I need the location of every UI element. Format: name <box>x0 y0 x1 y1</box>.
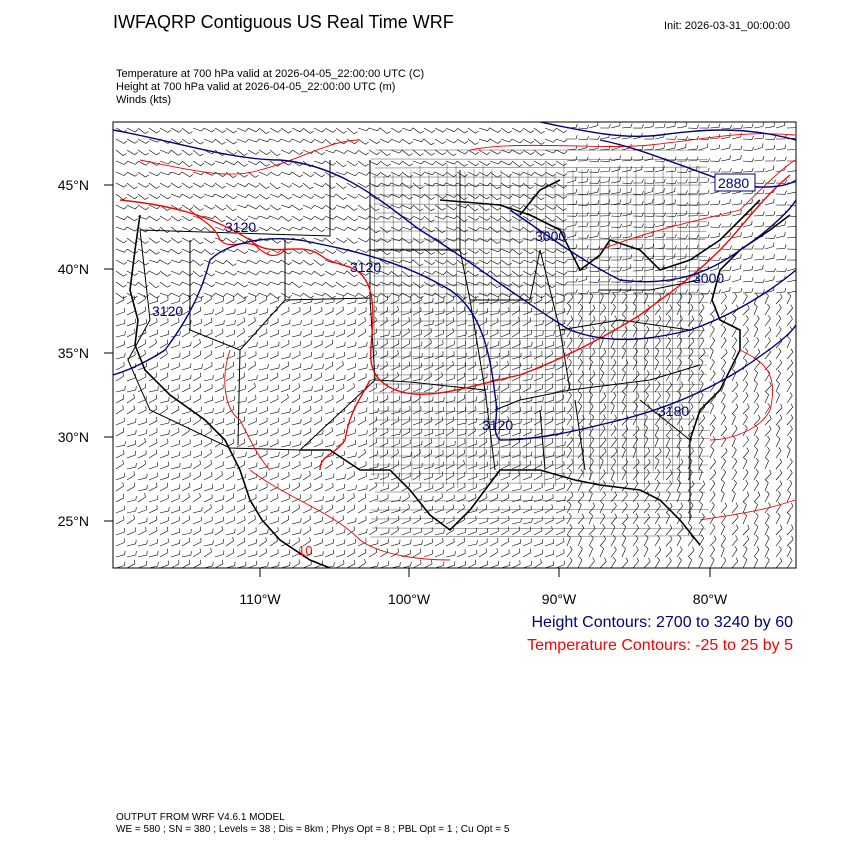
lat-label: 25°N <box>58 513 89 529</box>
map-frame <box>112 121 797 569</box>
height-contour-label: 3120 <box>225 219 256 235</box>
lon-label: 110°W <box>239 591 281 607</box>
county-mesh <box>370 149 710 538</box>
wind-barb-field <box>115 122 796 568</box>
height-contour-label: 2880 <box>718 175 749 191</box>
lon-label: 90°W <box>542 591 577 607</box>
height-contour-label: 3120 <box>152 303 183 319</box>
model-config: WE = 580 ; SN = 380 ; Levels = 38 ; Dis … <box>116 824 510 835</box>
lat-label: 30°N <box>58 429 89 445</box>
temperature-variable-label: Temperature at 700 hPa valid at 2026-04-… <box>116 68 425 80</box>
init-time: Init: 2026-03-31_00:00:00 <box>664 20 790 32</box>
height-variable-label: Height at 700 hPa valid at 2026-04-05_22… <box>116 81 396 93</box>
axis-ticks <box>104 184 711 577</box>
lon-label: 100°W <box>388 591 431 607</box>
lat-label: 35°N <box>58 345 89 361</box>
lon-label: 80°W <box>693 591 728 607</box>
height-contour-label: 3000 <box>693 270 724 286</box>
temperature-contours <box>119 133 796 561</box>
model-info: OUTPUT FROM WRF V4.6.1 MODEL <box>116 812 285 823</box>
height-contour-label: 3180 <box>658 403 689 419</box>
state-boundaries <box>127 160 701 520</box>
height-contour-label: 3000 <box>535 228 566 244</box>
lat-label: 45°N <box>58 177 89 193</box>
height-contour-legend: Height Contours: 2700 to 3240 by 60 <box>531 614 793 631</box>
wind-barbs <box>115 122 796 568</box>
map-title: IWFAQRP Contiguous US Real Time WRF <box>113 12 454 32</box>
winds-variable-label: Winds (kts) <box>116 94 171 106</box>
height-contour-label: 3120 <box>350 259 381 275</box>
lat-label: 40°N <box>58 261 89 277</box>
height-contour-label: 3120 <box>482 417 513 433</box>
temperature-contour-legend: Temperature Contours: -25 to 25 by 5 <box>527 637 793 654</box>
county-boundaries <box>370 149 710 538</box>
temperature-contour-label: 10 <box>298 543 312 558</box>
